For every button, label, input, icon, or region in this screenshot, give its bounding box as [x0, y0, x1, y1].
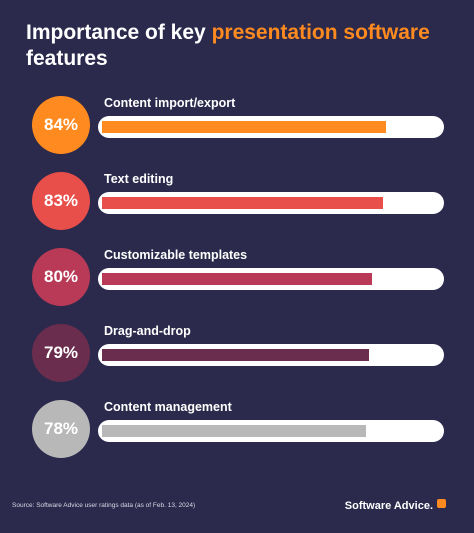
bar-fill — [102, 425, 366, 437]
bar-fill — [102, 197, 383, 209]
chart-row: 79% Drag-and-drop — [0, 324, 474, 388]
value-badge: 83% — [32, 172, 90, 230]
bar-fill — [102, 349, 369, 361]
chart-row: 84% Content import/export — [0, 96, 474, 160]
bar-fill — [102, 273, 372, 285]
page-title: Importance of key presentation software f… — [26, 20, 456, 72]
category-label: Text editing — [104, 172, 174, 186]
brand-mark-icon — [437, 498, 446, 508]
title-part-1: Importance of key — [26, 21, 212, 44]
value-badge: 80% — [32, 248, 90, 306]
title-accent: presentation software — [211, 21, 430, 44]
category-label: Drag-and-drop — [104, 324, 191, 338]
value-badge: 79% — [32, 324, 90, 382]
bar-track — [98, 420, 444, 442]
chart-row: 80% Customizable templates — [0, 248, 474, 312]
chart-row: 78% Content management — [0, 400, 474, 464]
value-badge: 78% — [32, 400, 90, 458]
category-label: Customizable templates — [104, 248, 248, 262]
brand-logo: Software Advice. — [344, 498, 446, 512]
value-badge: 84% — [32, 96, 90, 154]
brand-name: Software Advice. — [344, 500, 433, 512]
source-note: Source: Software Advice user ratings dat… — [12, 502, 196, 509]
category-label: Content import/export — [104, 96, 236, 110]
bar-track — [98, 344, 444, 366]
bar-track — [98, 192, 444, 214]
title-part-2: features — [26, 47, 108, 70]
category-label: Content management — [104, 400, 232, 414]
bar-track — [98, 116, 444, 138]
bar-track — [98, 268, 444, 290]
chart-row: 83% Text editing — [0, 172, 474, 236]
bar-fill — [102, 121, 386, 133]
